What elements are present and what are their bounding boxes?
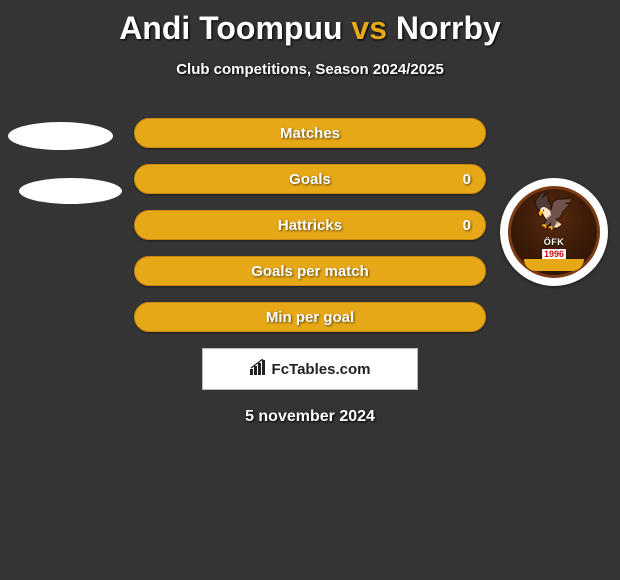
stat-label: Min per goal (266, 309, 354, 326)
player-avatar-placeholder-2 (19, 178, 122, 204)
page-title: Andi Toompuu vs Norrby (0, 0, 620, 47)
subtitle: Club competitions, Season 2024/2025 (0, 61, 620, 78)
club-badge: 🦅 ÖFK 1996 (500, 178, 608, 286)
stat-label: Goals per match (251, 263, 369, 280)
stat-row-hattricks: Hattricks 0 (134, 210, 486, 240)
stat-row-matches: Matches (134, 118, 486, 148)
date-label: 5 november 2024 (0, 408, 620, 426)
stat-row-min-per-goal: Min per goal (134, 302, 486, 332)
stats-container: Matches Goals 0 Hattricks 0 Goals per ma… (134, 118, 486, 332)
brand-logo: FcTables.com (250, 359, 371, 380)
badge-hands-icon (524, 259, 584, 271)
brand-text: FcTables.com (272, 361, 371, 378)
badge-year: 1996 (542, 249, 566, 259)
stat-row-goals-per-match: Goals per match (134, 256, 486, 286)
chart-icon (250, 359, 268, 380)
stat-row-goals: Goals 0 (134, 164, 486, 194)
brand-box[interactable]: FcTables.com (202, 348, 418, 390)
title-player: Andi Toompuu (119, 10, 342, 46)
club-badge-inner: 🦅 ÖFK 1996 (508, 186, 600, 278)
title-opponent: Norrby (396, 10, 501, 46)
title-vs: vs (343, 10, 396, 46)
stat-value-right: 0 (463, 171, 471, 188)
player-avatar-placeholder-1 (8, 122, 113, 150)
stat-label: Hattricks (278, 217, 342, 234)
eagle-icon: 🦅 (533, 195, 575, 229)
badge-code: ÖFK (544, 237, 565, 247)
stat-label: Goals (289, 171, 331, 188)
stat-label: Matches (280, 125, 340, 142)
stat-value-right: 0 (463, 217, 471, 234)
